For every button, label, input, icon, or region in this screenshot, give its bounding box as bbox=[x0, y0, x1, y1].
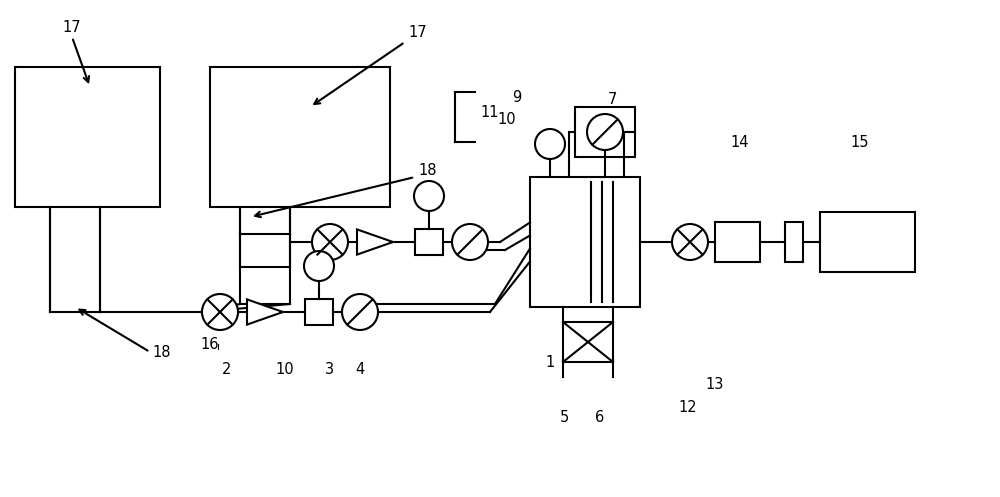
Text: 18: 18 bbox=[152, 345, 171, 360]
Text: 14: 14 bbox=[730, 135, 748, 150]
Circle shape bbox=[535, 129, 565, 159]
Bar bbox=[575, 107, 635, 157]
Text: 10: 10 bbox=[497, 112, 516, 127]
Text: 10: 10 bbox=[275, 362, 294, 377]
Text: 4: 4 bbox=[355, 362, 364, 377]
Text: 6: 6 bbox=[595, 410, 604, 425]
Text: 2: 2 bbox=[222, 362, 231, 377]
Circle shape bbox=[452, 224, 488, 260]
Bar bbox=[210, 67, 390, 207]
Text: 9: 9 bbox=[512, 90, 521, 105]
Bar bbox=[785, 222, 803, 262]
Text: 13: 13 bbox=[705, 377, 723, 392]
Text: 11: 11 bbox=[480, 105, 499, 120]
Text: 16: 16 bbox=[200, 337, 219, 352]
Text: 15: 15 bbox=[850, 135, 868, 150]
Polygon shape bbox=[357, 230, 393, 254]
Bar bbox=[15, 67, 160, 207]
Polygon shape bbox=[247, 299, 283, 325]
Bar bbox=[530, 177, 640, 307]
Circle shape bbox=[342, 294, 378, 330]
Text: 12: 12 bbox=[678, 400, 697, 415]
Text: 1: 1 bbox=[545, 355, 554, 370]
Circle shape bbox=[587, 114, 623, 150]
Text: 3: 3 bbox=[325, 362, 334, 377]
Bar bbox=[305, 299, 333, 325]
Circle shape bbox=[672, 224, 708, 260]
Circle shape bbox=[304, 251, 334, 281]
Bar bbox=[415, 229, 443, 255]
Circle shape bbox=[312, 224, 348, 260]
Text: 5: 5 bbox=[560, 410, 569, 425]
Circle shape bbox=[202, 294, 238, 330]
Text: 17: 17 bbox=[62, 20, 81, 35]
Bar bbox=[563, 322, 613, 362]
Circle shape bbox=[414, 181, 444, 211]
Text: 17: 17 bbox=[408, 25, 427, 40]
Bar bbox=[820, 212, 915, 272]
Text: 18: 18 bbox=[418, 163, 437, 178]
Bar bbox=[715, 222, 760, 262]
Text: 7: 7 bbox=[608, 92, 617, 107]
